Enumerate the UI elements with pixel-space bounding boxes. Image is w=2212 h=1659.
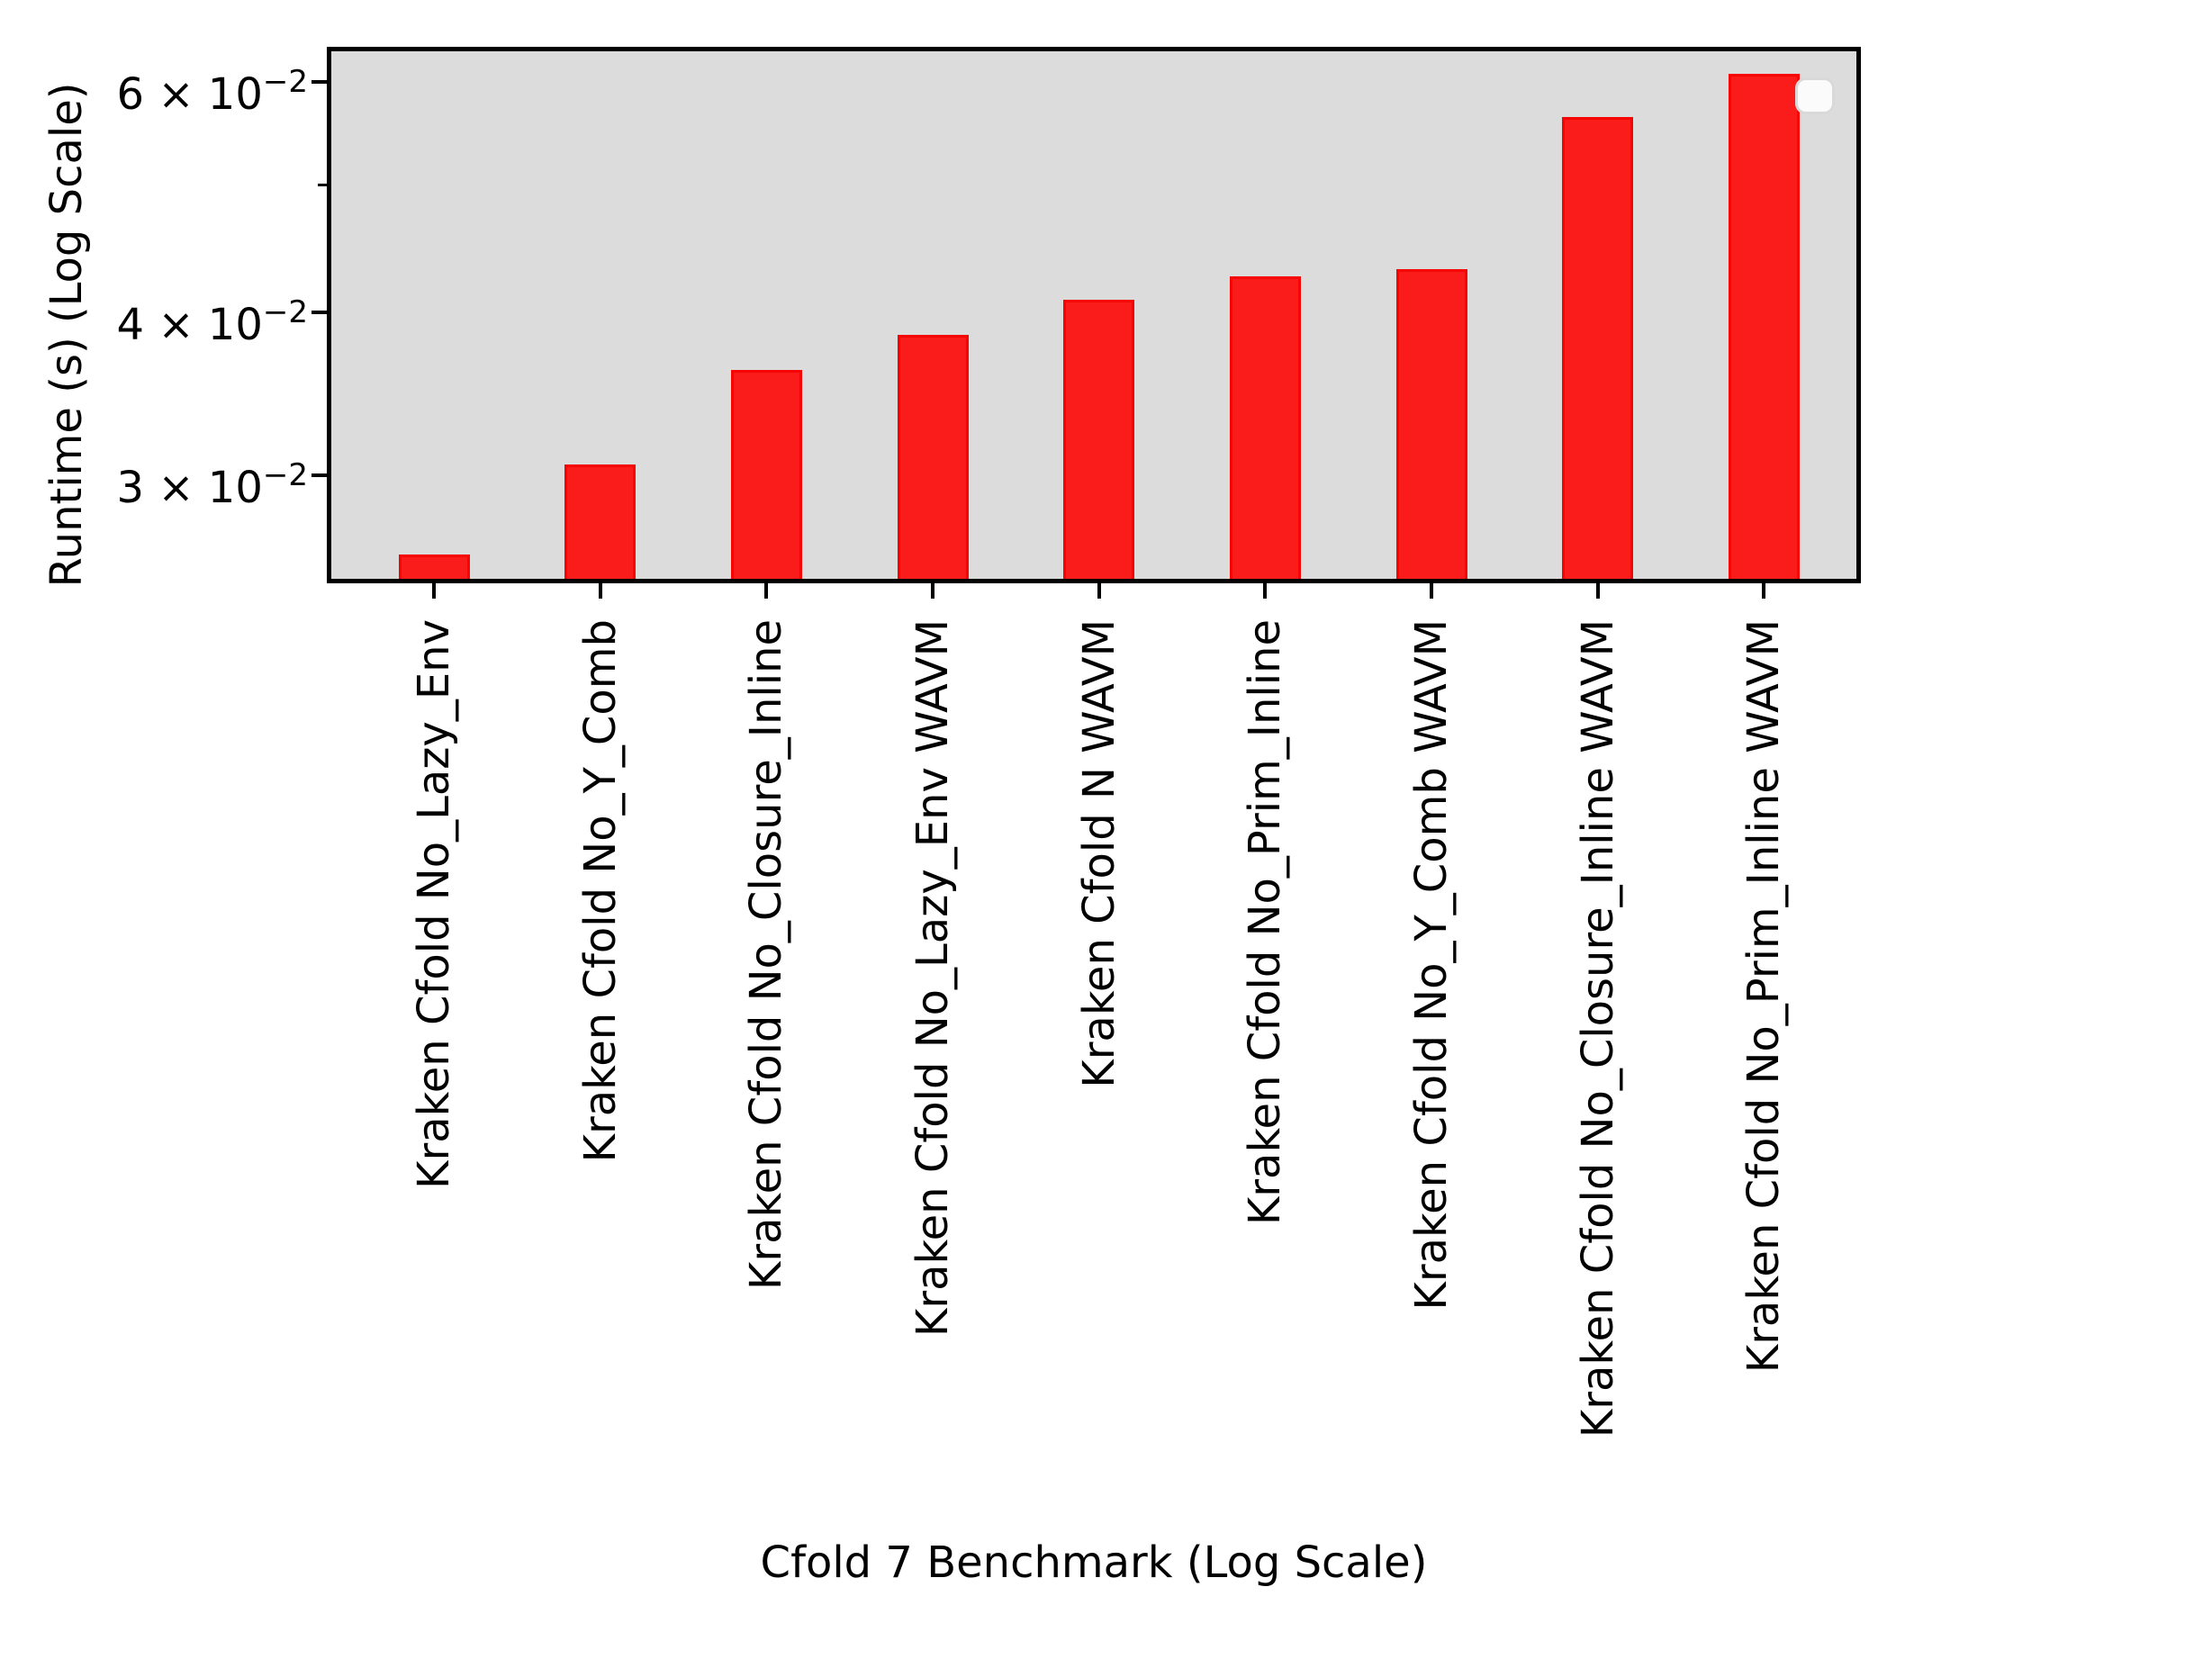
bar [1395, 269, 1467, 579]
bar [1728, 74, 1800, 579]
x-tick-label: Kraken Cfold No_Y_Comb WAVM [1406, 619, 1458, 1311]
bar [897, 335, 969, 579]
y-tick-label: 4 × 10−2 [90, 289, 308, 348]
y-tick-label-exponent: −2 [262, 293, 308, 330]
bar [730, 370, 802, 579]
x-tick-label: Kraken Cfold No_Lazy_Env WAVM [907, 619, 959, 1338]
x-tick-label: Kraken Cfold No_Closure_Inline WAVM [1572, 619, 1623, 1438]
x-major-tick [1097, 583, 1101, 599]
x-major-tick [432, 583, 437, 599]
x-major-tick [1595, 583, 1600, 599]
legend-box [1795, 77, 1835, 114]
y-major-tick [311, 310, 327, 314]
y-major-tick [311, 79, 327, 84]
x-tick-label: Kraken Cfold No_Lazy_Env [409, 619, 460, 1189]
x-tick-label: Kraken Cfold No_Closure_Inline [741, 619, 792, 1291]
bar [1229, 275, 1301, 579]
x-axis-title: Cfold 7 Benchmark (Log Scale) [760, 1537, 1428, 1588]
x-major-tick [1430, 583, 1434, 599]
plot-area [327, 47, 1861, 583]
x-tick-label: Kraken Cfold No_Prim_Inline [1240, 619, 1291, 1226]
y-tick-label-exponent: −2 [262, 456, 308, 493]
y-tick-label: 3 × 10−2 [90, 452, 308, 511]
y-tick-label-exponent: −2 [262, 63, 308, 100]
bar [564, 464, 637, 579]
x-major-tick [931, 583, 935, 599]
y-axis-title: Runtime (s) (Log Scale) [41, 82, 92, 588]
y-tick-label: 6 × 10−2 [90, 59, 308, 118]
bar [1562, 116, 1634, 579]
y-tick-label-base: 3 × 10 [116, 462, 263, 513]
y-tick-label-base: 4 × 10 [116, 299, 263, 350]
x-major-tick [764, 583, 769, 599]
bar [398, 554, 470, 579]
y-major-tick [311, 473, 327, 477]
y-minor-tick [318, 184, 327, 187]
x-tick-label: Kraken Cfold No_Y_Comb [574, 619, 626, 1163]
x-tick-label: Kraken Cfold N WAVM [1073, 619, 1124, 1088]
y-tick-label-base: 6 × 10 [116, 68, 263, 120]
bar [1063, 299, 1135, 579]
x-major-tick [1263, 583, 1268, 599]
x-major-tick [598, 583, 602, 599]
x-tick-label: Kraken Cfold No_Prim_Inline WAVM [1738, 619, 1790, 1374]
x-major-tick [1762, 583, 1766, 599]
